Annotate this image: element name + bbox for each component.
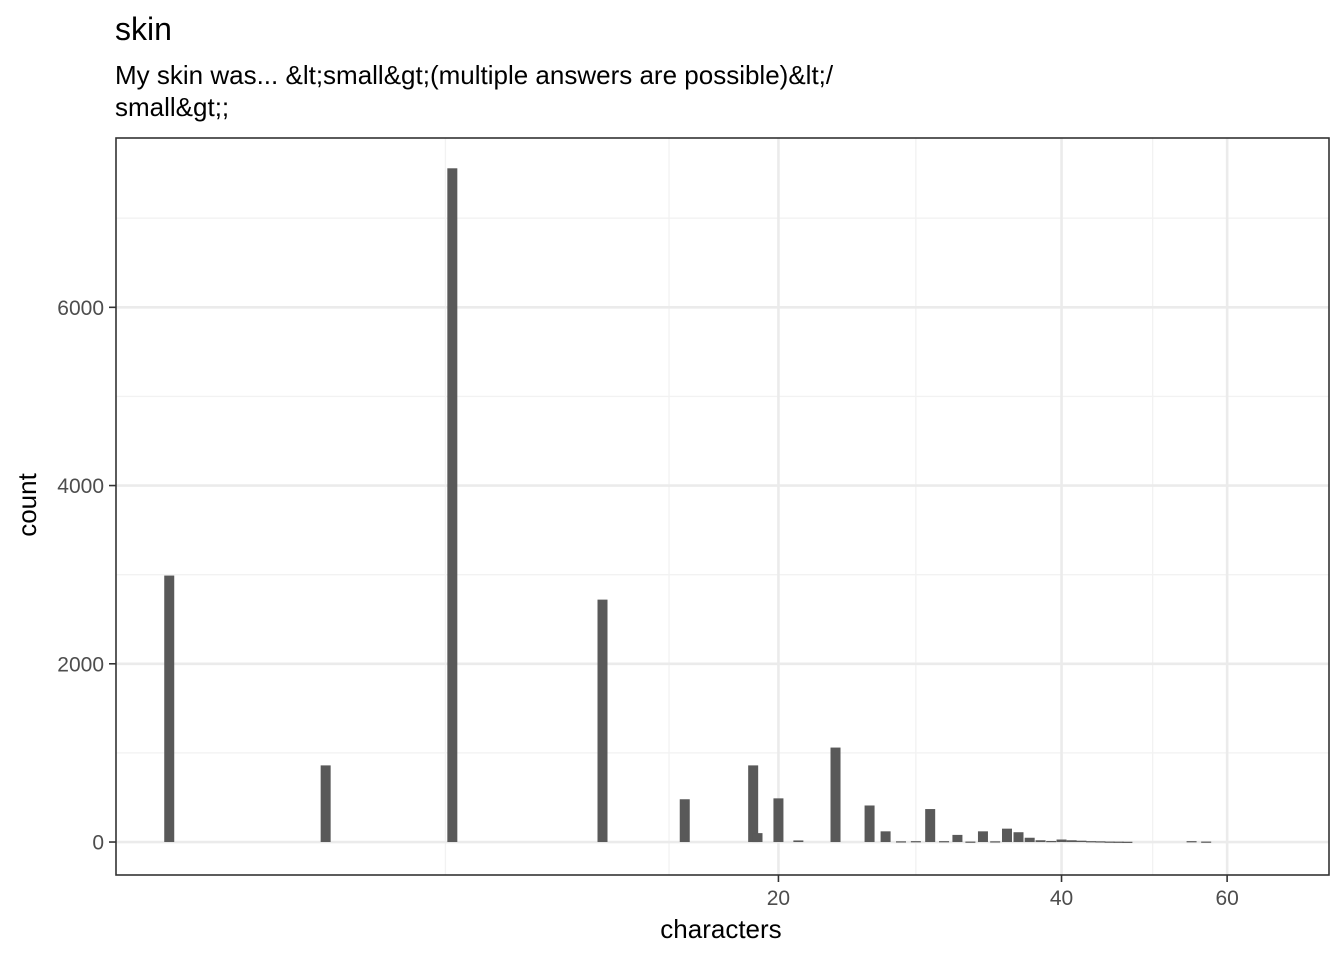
histogram-bar bbox=[965, 841, 976, 843]
histogram-bar bbox=[830, 747, 841, 843]
histogram-bar bbox=[447, 168, 458, 843]
histogram-bar bbox=[1113, 841, 1124, 843]
y-tick-label: 0 bbox=[92, 832, 104, 855]
chart-subtitle-line-2: small&gt;; bbox=[115, 92, 229, 122]
histogram-bar bbox=[977, 831, 988, 843]
histogram-bar bbox=[1046, 840, 1057, 843]
histogram-bar bbox=[1035, 840, 1046, 843]
histogram-bar bbox=[952, 834, 963, 843]
chart-title: skin bbox=[115, 11, 172, 47]
histogram-bar bbox=[752, 833, 763, 843]
histogram-bar bbox=[748, 765, 759, 843]
histogram-bar bbox=[939, 841, 950, 843]
histogram-bar bbox=[1001, 828, 1012, 843]
histogram-bar bbox=[320, 765, 331, 843]
histogram-bar bbox=[597, 599, 608, 843]
x-axis-title: characters bbox=[660, 914, 781, 944]
histogram-bar bbox=[1086, 841, 1097, 843]
y-tick-label: 6000 bbox=[57, 297, 104, 320]
chart-subtitle-line-1: My skin was... &lt;small&gt;(multiple an… bbox=[115, 60, 834, 90]
histogram-bar bbox=[1104, 841, 1115, 843]
histogram-bar bbox=[679, 799, 690, 843]
histogram-bar bbox=[1201, 841, 1212, 843]
histogram-bar bbox=[164, 575, 175, 843]
axes: 0 2000 4000 6000 20 40 60 bbox=[57, 297, 1239, 910]
histogram-bar bbox=[990, 841, 1001, 843]
histogram-bar bbox=[1013, 832, 1024, 843]
y-axis-title: count bbox=[12, 472, 42, 536]
histogram-bar bbox=[1076, 840, 1087, 843]
histogram-bar bbox=[1186, 841, 1197, 843]
x-tick-label: 60 bbox=[1215, 887, 1238, 910]
histogram-bar bbox=[896, 841, 907, 843]
histogram-bar bbox=[1056, 839, 1067, 843]
x-tick-label: 20 bbox=[767, 887, 790, 910]
grid bbox=[116, 138, 1329, 875]
histogram-bar bbox=[925, 809, 936, 843]
histogram-bar bbox=[1066, 840, 1077, 843]
histogram-bar bbox=[793, 840, 804, 843]
x-tick-label: 40 bbox=[1050, 887, 1073, 910]
bars bbox=[164, 168, 1212, 843]
histogram-bar bbox=[880, 831, 891, 843]
panel-border bbox=[115, 137, 1330, 876]
y-tick-label: 2000 bbox=[57, 653, 104, 676]
histogram-bar bbox=[1024, 837, 1035, 843]
y-tick-label: 4000 bbox=[57, 475, 104, 498]
histogram-bar bbox=[864, 805, 875, 843]
histogram-bar bbox=[1095, 841, 1106, 843]
histogram-bar bbox=[910, 841, 921, 843]
histogram-bar bbox=[773, 798, 784, 843]
histogram-bar bbox=[1122, 841, 1133, 843]
